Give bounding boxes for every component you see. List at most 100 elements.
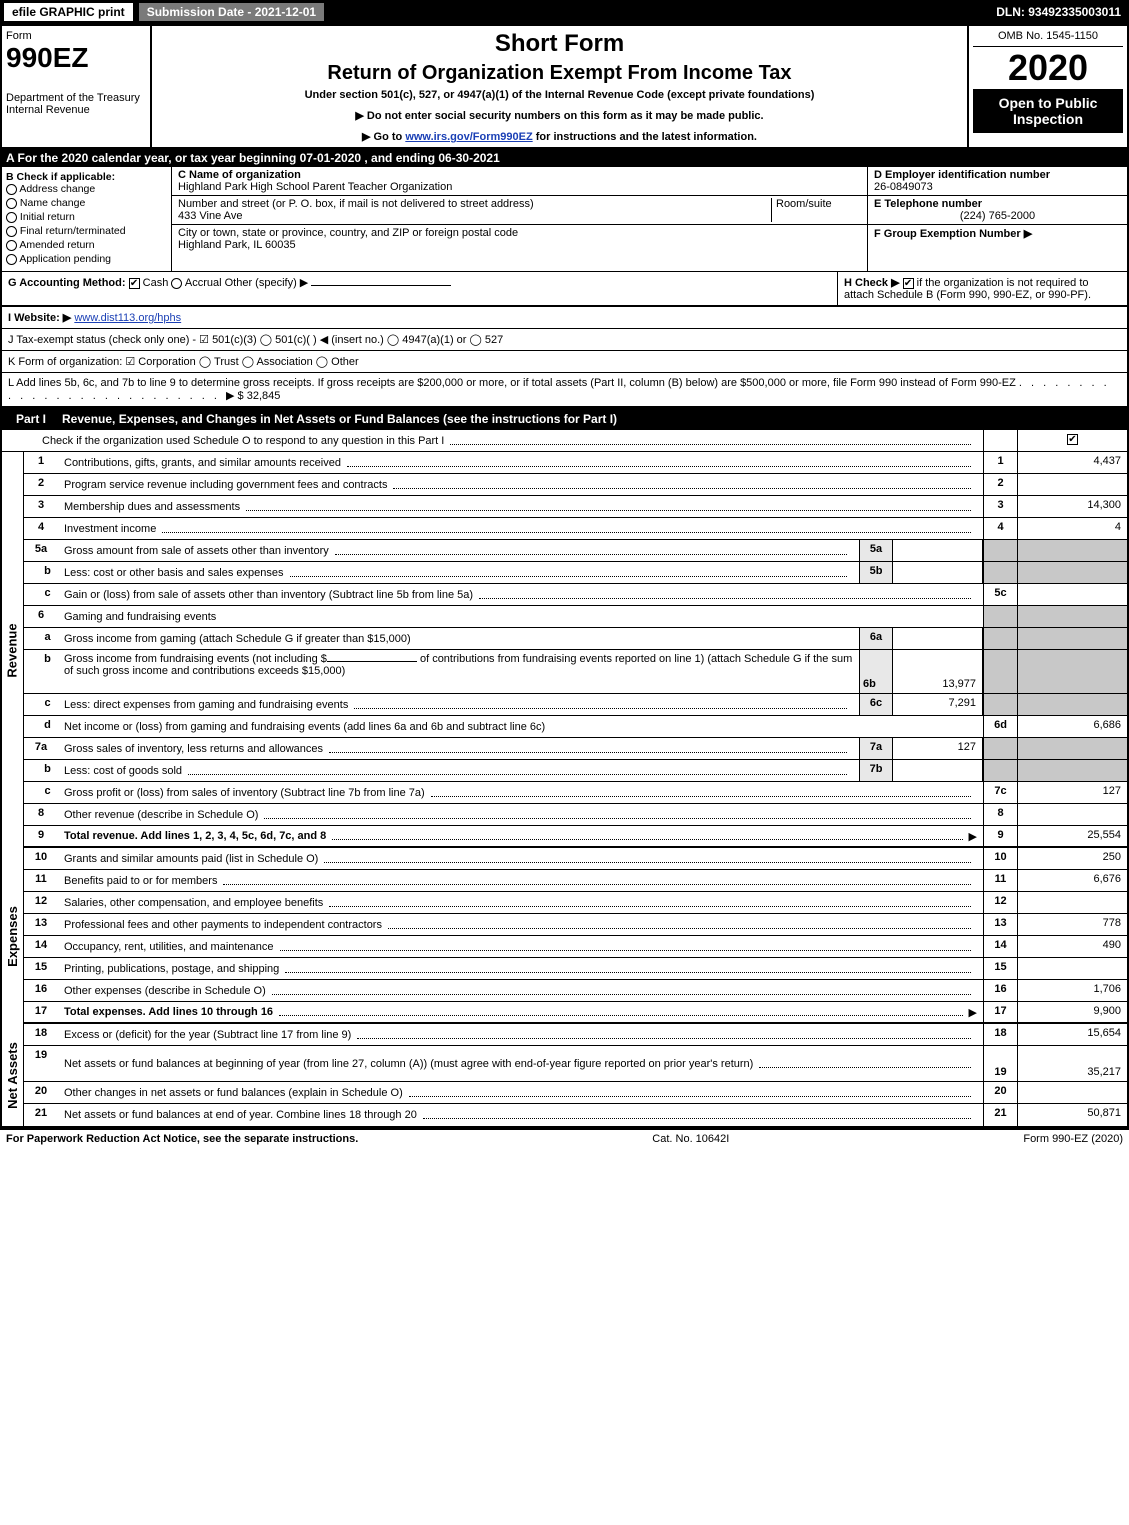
line-16: 16Other expenses (describe in Schedule O…	[24, 980, 1127, 1002]
open-inspection: Open to Public Inspection	[973, 89, 1123, 133]
chk-name-change[interactable]: Name change	[6, 197, 167, 209]
org-street: 433 Vine Ave	[178, 210, 242, 222]
line-8: 8Other revenue (describe in Schedule O)8	[24, 804, 1127, 826]
dept-irs: Internal Revenue	[6, 104, 146, 116]
submission-date: Submission Date - 2021-12-01	[137, 1, 326, 23]
tax-year: 2020	[973, 47, 1123, 89]
goto-prefix: ▶ Go to	[362, 131, 405, 143]
footer-cat-no: Cat. No. 10642I	[358, 1133, 1023, 1145]
header-left: Form 990EZ Department of the Treasury In…	[2, 26, 152, 147]
g-other-input[interactable]	[311, 285, 451, 286]
part-1-title: Revenue, Expenses, and Changes in Net As…	[62, 412, 617, 426]
line-9: 9Total revenue. Add lines 1, 2, 3, 4, 5c…	[24, 826, 1127, 848]
org-name: Highland Park High School Parent Teacher…	[178, 181, 452, 193]
page-footer: For Paperwork Reduction Act Notice, see …	[0, 1128, 1129, 1148]
phone-value: (224) 765-2000	[874, 210, 1121, 222]
line-5c: cGain or (loss) from sale of assets othe…	[24, 584, 1127, 606]
subtitle: Under section 501(c), 527, or 4947(a)(1)…	[156, 89, 963, 101]
e-phone-label: E Telephone number	[874, 198, 982, 210]
line-7a: 7aGross sales of inventory, less returns…	[24, 738, 1127, 760]
chk-schedule-o[interactable]	[1067, 434, 1078, 445]
g-label: G Accounting Method:	[8, 277, 126, 289]
chk-address-change[interactable]: Address change	[6, 183, 167, 195]
footer-form-ref: Form 990-EZ (2020)	[1023, 1133, 1123, 1145]
part-1-header: Part I Revenue, Expenses, and Changes in…	[0, 408, 1129, 430]
line-4: 4Investment income44	[24, 518, 1127, 540]
title-return: Return of Organization Exempt From Incom…	[156, 62, 963, 85]
expenses-side-label: Expenses	[2, 848, 24, 1024]
org-city: Highland Park, IL 60035	[178, 239, 296, 251]
row-l-text: L Add lines 5b, 6c, and 7b to line 9 to …	[8, 377, 1016, 389]
chk-application-pending[interactable]: Application pending	[6, 253, 167, 265]
line-15: 15Printing, publications, postage, and s…	[24, 958, 1127, 980]
part-1-check-row: Check if the organization used Schedule …	[2, 430, 1127, 452]
ein-value: 26-0849073	[874, 181, 933, 193]
line-14: 14Occupancy, rent, utilities, and mainte…	[24, 936, 1127, 958]
line-6d: dNet income or (loss) from gaming and fu…	[24, 716, 1127, 738]
line-1: 1Contributions, gifts, grants, and simil…	[24, 452, 1127, 474]
row-l-amount: ▶ $ 32,845	[226, 390, 280, 402]
chk-schedule-b-not-required[interactable]	[903, 278, 914, 289]
line-10: 10Grants and similar amounts paid (list …	[24, 848, 1127, 870]
revenue-side-label: Revenue	[2, 452, 24, 848]
c-addr-label: Number and street (or P. O. box, if mail…	[178, 198, 534, 210]
row-h: H Check ▶ if the organization is not req…	[837, 272, 1127, 305]
goto-line: ▶ Go to www.irs.gov/Form990EZ for instru…	[156, 130, 963, 143]
chk-final-return[interactable]: Final return/terminated	[6, 225, 167, 237]
chk-amended-return[interactable]: Amended return	[6, 239, 167, 251]
omb-number: OMB No. 1545-1150	[973, 30, 1123, 47]
c-city-label: City or town, state or province, country…	[178, 227, 518, 239]
form-number: 990EZ	[6, 42, 146, 74]
netassets-side-label: Net Assets	[2, 1024, 24, 1126]
ssn-note: ▶ Do not enter social security numbers o…	[156, 109, 963, 122]
line-7c: cGross profit or (loss) from sales of in…	[24, 782, 1127, 804]
chk-cash[interactable]	[129, 278, 140, 289]
line-21: 21Net assets or fund balances at end of …	[24, 1104, 1127, 1126]
chk-accrual[interactable]	[171, 278, 182, 289]
line-5b: bLess: cost or other basis and sales exp…	[24, 562, 1127, 584]
d-ein-label: D Employer identification number	[874, 169, 1050, 181]
line-5a: 5aGross amount from sale of assets other…	[24, 540, 1127, 562]
line-12: 12Salaries, other compensation, and empl…	[24, 892, 1127, 914]
i-label: I Website: ▶	[8, 312, 71, 324]
row-l: L Add lines 5b, 6c, and 7b to line 9 to …	[0, 373, 1129, 408]
box-de: D Employer identification number 26-0849…	[867, 167, 1127, 271]
line-13: 13Professional fees and other payments t…	[24, 914, 1127, 936]
line-6b-blank[interactable]	[327, 661, 417, 662]
row-a-tax-period: A For the 2020 calendar year, or tax yea…	[0, 149, 1129, 167]
website-link[interactable]: www.dist113.org/hphs	[74, 312, 181, 324]
h-label: H Check ▶	[844, 277, 900, 289]
line-17: 17Total expenses. Add lines 10 through 1…	[24, 1002, 1127, 1024]
row-g: G Accounting Method: Cash Accrual Other …	[2, 272, 837, 305]
line-6a: aGross income from gaming (attach Schedu…	[24, 628, 1127, 650]
goto-suffix: for instructions and the latest informat…	[533, 131, 757, 143]
form-word: Form	[6, 30, 146, 42]
dept-treasury: Department of the Treasury	[6, 92, 146, 104]
row-i: I Website: ▶ www.dist113.org/hphs	[0, 307, 1129, 329]
row-gh: G Accounting Method: Cash Accrual Other …	[0, 271, 1129, 307]
g-other: Other (specify) ▶	[225, 277, 309, 289]
chk-initial-return[interactable]: Initial return	[6, 211, 167, 223]
footer-left: For Paperwork Reduction Act Notice, see …	[6, 1133, 358, 1145]
row-k-form-of-org: K Form of organization: ☑ Corporation ◯ …	[0, 351, 1129, 373]
line-19: 19Net assets or fund balances at beginni…	[24, 1046, 1127, 1082]
line-2: 2Program service revenue including gover…	[24, 474, 1127, 496]
line-11: 11Benefits paid to or for members116,676	[24, 870, 1127, 892]
box-b: B Check if applicable: Address change Na…	[2, 167, 172, 271]
top-bar: efile GRAPHIC print Submission Date - 20…	[0, 0, 1129, 24]
line-6c: cLess: direct expenses from gaming and f…	[24, 694, 1127, 716]
efile-print-label[interactable]: efile GRAPHIC print	[4, 3, 133, 21]
dln: DLN: 93492335003011	[988, 3, 1129, 21]
goto-link[interactable]: www.irs.gov/Form990EZ	[405, 131, 532, 143]
box-b-title: B Check if applicable:	[6, 171, 167, 183]
f-group-label: F Group Exemption Number ▶	[874, 228, 1032, 240]
line-6b: bGross income from fundraising events (n…	[24, 650, 1127, 694]
form-header: Form 990EZ Department of the Treasury In…	[0, 24, 1129, 149]
part-1-label: Part I	[8, 412, 54, 426]
header-right: OMB No. 1545-1150 2020 Open to Public In…	[967, 26, 1127, 147]
title-short-form: Short Form	[156, 30, 963, 58]
room-label: Room/suite	[776, 198, 832, 210]
line-3: 3Membership dues and assessments314,300	[24, 496, 1127, 518]
row-j-tax-exempt: J Tax-exempt status (check only one) - ☑…	[0, 329, 1129, 351]
line-20: 20Other changes in net assets or fund ba…	[24, 1082, 1127, 1104]
